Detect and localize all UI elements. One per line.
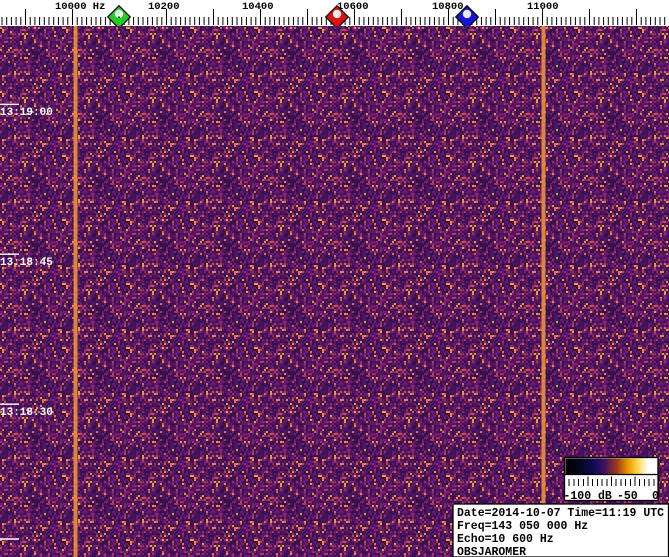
svg-text:Echo=10 600 Hz: Echo=10 600 Hz bbox=[457, 533, 554, 546]
svg-text:Freq=143 050 000 Hz: Freq=143 050 000 Hz bbox=[457, 520, 588, 533]
svg-text:-50: -50 bbox=[617, 490, 638, 503]
svg-text:-100 dB: -100 dB bbox=[564, 490, 612, 503]
svg-text:0: 0 bbox=[652, 490, 659, 503]
svg-text:OBSJAROMER: OBSJAROMER bbox=[457, 546, 526, 557]
svg-text:Date=2014-10-07 Time=11:19 UTC: Date=2014-10-07 Time=11:19 UTC bbox=[457, 507, 664, 520]
